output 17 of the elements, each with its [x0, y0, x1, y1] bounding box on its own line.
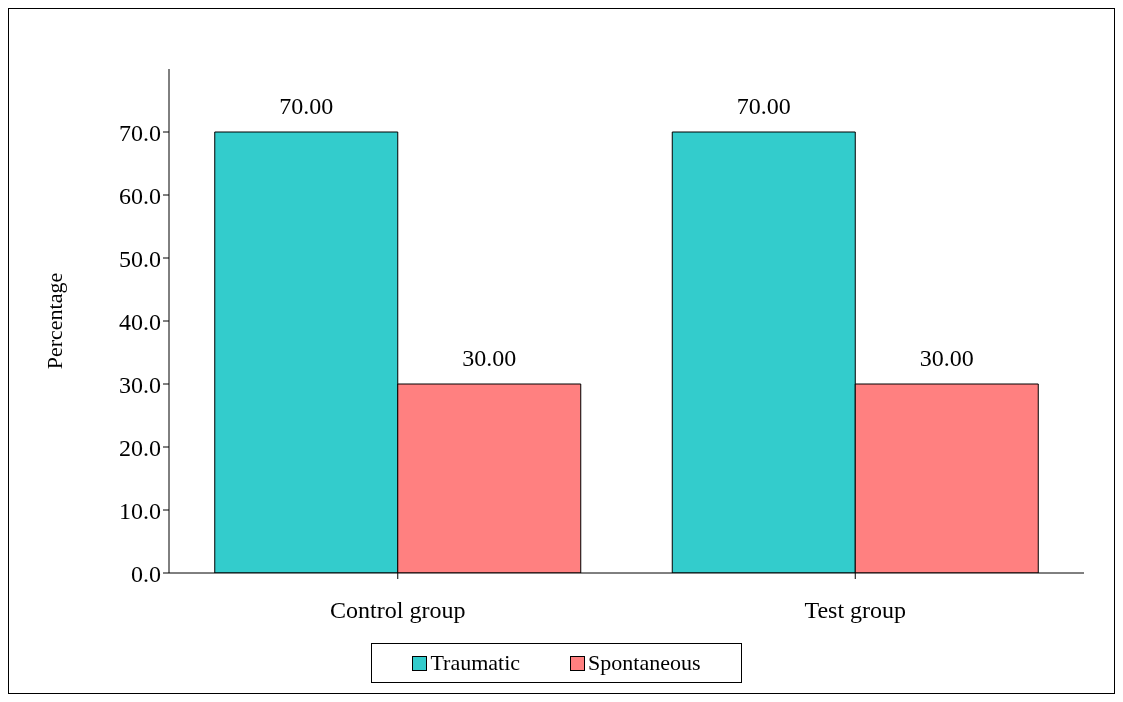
- data-label: 70.00: [279, 93, 334, 119]
- legend-label: Spontaneous: [587, 650, 701, 676]
- y-tick-label: 70.0: [119, 119, 161, 146]
- y-tick-label: 60.0: [119, 182, 161, 209]
- y-tick-label: 50.0: [119, 245, 161, 272]
- y-axis-title: Percentage: [41, 272, 67, 370]
- data-label: 30.00: [919, 345, 974, 371]
- y-tick-label: 20.0: [119, 434, 161, 461]
- y-tick-label: 10.0: [119, 497, 161, 524]
- data-label: 30.00: [462, 345, 517, 371]
- y-tick-label: 0.0: [131, 560, 161, 587]
- x-tick-label: Test group: [804, 597, 907, 624]
- legend-label: Traumatic: [429, 650, 521, 676]
- data-label: 70.00: [736, 93, 791, 119]
- x-tick-label: Control group: [330, 597, 466, 624]
- y-tick-label: 30.0: [119, 371, 161, 398]
- y-tick-label: 40.0: [119, 308, 161, 335]
